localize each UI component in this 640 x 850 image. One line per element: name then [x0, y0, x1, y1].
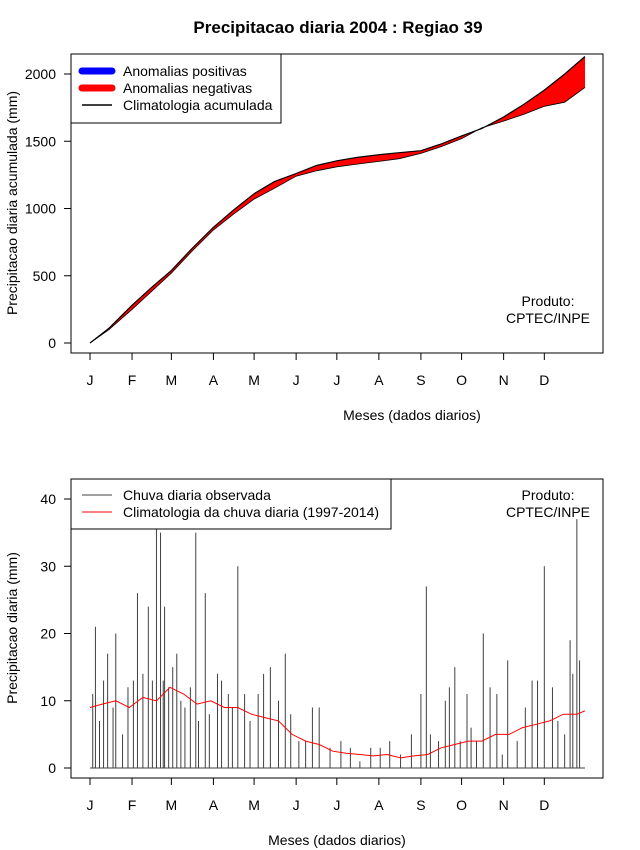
daily-chart: 0 10 20 30 40 J F M A M J J A S O N D Meses (dados diar…: [4, 478, 604, 848]
y-tick-label-top: 0: [48, 335, 56, 351]
legend-bottom: Chuva diaria observada Climatologia da c…: [70, 478, 392, 530]
product-label-bottom: Produto:: [522, 487, 575, 503]
product-source-top: CPTEC/INPE: [506, 310, 590, 326]
legend-box-bottom: [70, 478, 392, 530]
x-tick-label-top: J: [333, 372, 340, 388]
legend-label-negative: Anomalias negativas: [123, 80, 252, 96]
x-tick-label-top: O: [456, 372, 467, 388]
x-tick-label-top: F: [128, 372, 137, 388]
x-tick-label-top: N: [499, 372, 509, 388]
legend-top: Anomalias positivas Anomalias negativas …: [70, 53, 282, 124]
x-tick-label-bottom: D: [539, 797, 549, 813]
legend-label-climatology: Climatologia acumulada: [123, 97, 273, 113]
x-tick-label-bottom: M: [248, 797, 260, 813]
y-tick-label-bottom: 30: [40, 558, 56, 574]
x-tick-label-top: J: [87, 372, 94, 388]
y-axis-label-top: Precipitacao diaria acumulada (mm): [4, 91, 20, 315]
daily-climatology-series: [89, 686, 586, 759]
legend-label-observed: Chuva diaria observada: [123, 487, 271, 503]
y-tick-label-bottom: 10: [40, 693, 56, 709]
x-axis-label-top: Meses (dados diarios): [343, 407, 481, 423]
y-tick-label-top: 1000: [25, 201, 56, 217]
legend-label-positive: Anomalias positivas: [123, 63, 247, 79]
x-tick-label-top: D: [539, 372, 549, 388]
y-tick-label-bottom: 40: [40, 491, 56, 507]
x-tick-label-top: J: [293, 372, 300, 388]
y-tick-label-top: 2000: [25, 66, 56, 82]
y-tick-label-top: 500: [33, 268, 57, 284]
x-tick-label-bottom: M: [166, 797, 178, 813]
x-tick-label-top: A: [209, 372, 219, 388]
x-tick-label-bottom: J: [293, 797, 300, 813]
y-axis-top: 0 500 1000 1500 2000: [25, 66, 72, 351]
x-tick-label-bottom: O: [456, 797, 467, 813]
x-tick-label-bottom: J: [333, 797, 340, 813]
climatology-cumulative-line: [89, 56, 586, 344]
y-tick-label-bottom: 20: [40, 626, 56, 642]
x-tick-label-bottom: A: [374, 797, 384, 813]
observed-cumulative-line: [89, 87, 586, 344]
x-tick-label-bottom: S: [416, 797, 425, 813]
x-tick-label-top: M: [248, 372, 260, 388]
y-tick-label-top: 1500: [25, 133, 56, 149]
y-axis-bottom: 0 10 20 30 40: [40, 491, 72, 776]
product-source-bottom: CPTEC/INPE: [506, 504, 590, 520]
x-axis-label-bottom: Meses (dados diarios): [268, 832, 406, 848]
product-label-top: Produto:: [522, 293, 575, 309]
legend-label-daily-climatology: Climatologia da chuva diaria (1997-2014): [123, 504, 379, 520]
x-tick-label-bottom: J: [87, 797, 94, 813]
y-axis-label-bottom: Precipitacao diaria (mm): [4, 552, 20, 704]
x-tick-label-bottom: A: [209, 797, 219, 813]
x-tick-label-bottom: N: [499, 797, 509, 813]
x-tick-label-top: A: [374, 372, 384, 388]
cumulative-chart: Precipitacao diaria 2004 : Regiao 39 0 50…: [4, 18, 604, 423]
series-lines-top: [89, 56, 586, 344]
y-tick-label-bottom: 0: [48, 760, 56, 776]
daily-climatology-line: [89, 686, 586, 759]
daily-rain-bars: [90, 485, 585, 769]
x-tick-label-bottom: F: [128, 797, 137, 813]
x-tick-label-top: M: [166, 372, 178, 388]
x-tick-label-top: S: [416, 372, 425, 388]
chart-title: Precipitacao diaria 2004 : Regiao 39: [193, 18, 482, 37]
